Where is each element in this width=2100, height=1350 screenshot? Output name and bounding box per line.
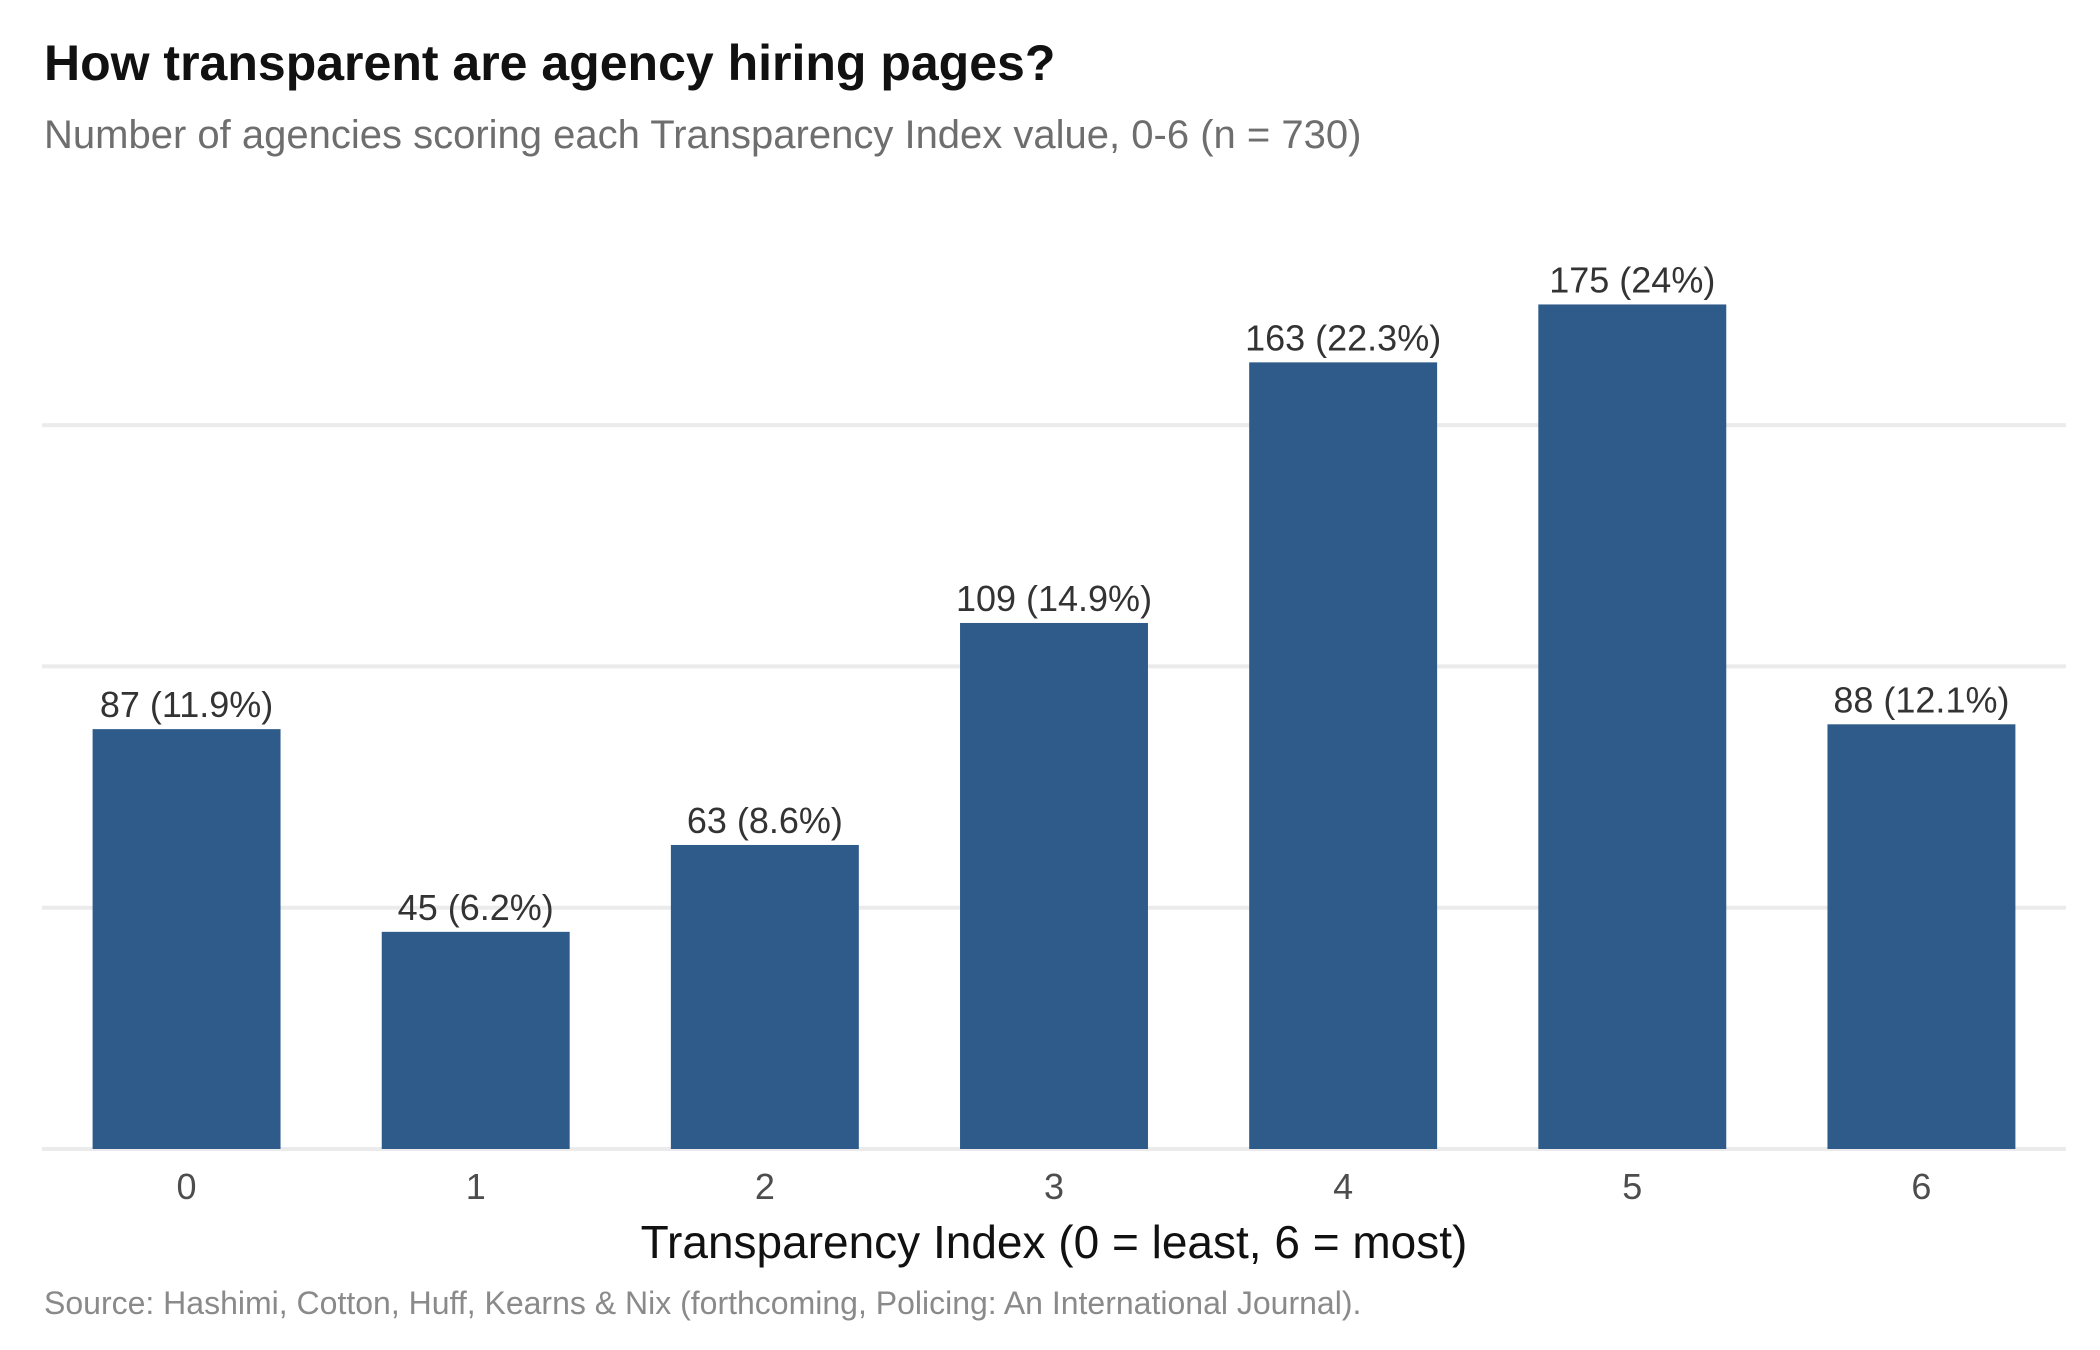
bar-1 [381,931,570,1149]
bar-label-0: 87 (11.9%) [100,684,273,725]
chart-title: How transparent are agency hiring pages? [44,35,1056,91]
x-axis-ticks: 0 1 2 3 4 5 6 [177,1166,1932,1207]
bars [92,304,2016,1149]
x-tick-5: 5 [1622,1166,1642,1207]
bar-6 [1827,724,2016,1149]
bar-5 [1538,304,1727,1149]
bar-label-3: 109 (14.9%) [956,578,1152,619]
bar-label-6: 88 (12.1%) [1833,679,2009,720]
x-axis-title: Transparency Index (0 = least, 6 = most) [641,1216,1468,1268]
bar-4 [1249,362,1438,1149]
bar-label-4: 163 (22.3%) [1245,317,1441,358]
x-tick-4: 4 [1333,1166,1353,1207]
chart-subtitle: Number of agencies scoring each Transpar… [44,113,1362,157]
bar-labels: 87 (11.9%) 45 (6.2%) 63 (8.6%) 109 (14.9%) 1… [100,259,2010,927]
x-tick-2: 2 [755,1166,775,1207]
bar-3 [960,622,1148,1149]
x-tick-1: 1 [466,1166,486,1207]
x-tick-6: 6 [1911,1166,1931,1207]
source-caption: Source: Hashimi, Cotton, Huff, Kearns & … [44,1285,1362,1321]
bar-label-2: 63 (8.6%) [687,800,843,841]
x-tick-3: 3 [1044,1166,1064,1207]
bar-label-5: 175 (24%) [1549,259,1715,300]
bar-2 [670,844,859,1149]
bar-label-1: 45 (6.2%) [398,887,554,928]
x-tick-0: 0 [177,1166,197,1207]
bar-0 [92,729,281,1149]
